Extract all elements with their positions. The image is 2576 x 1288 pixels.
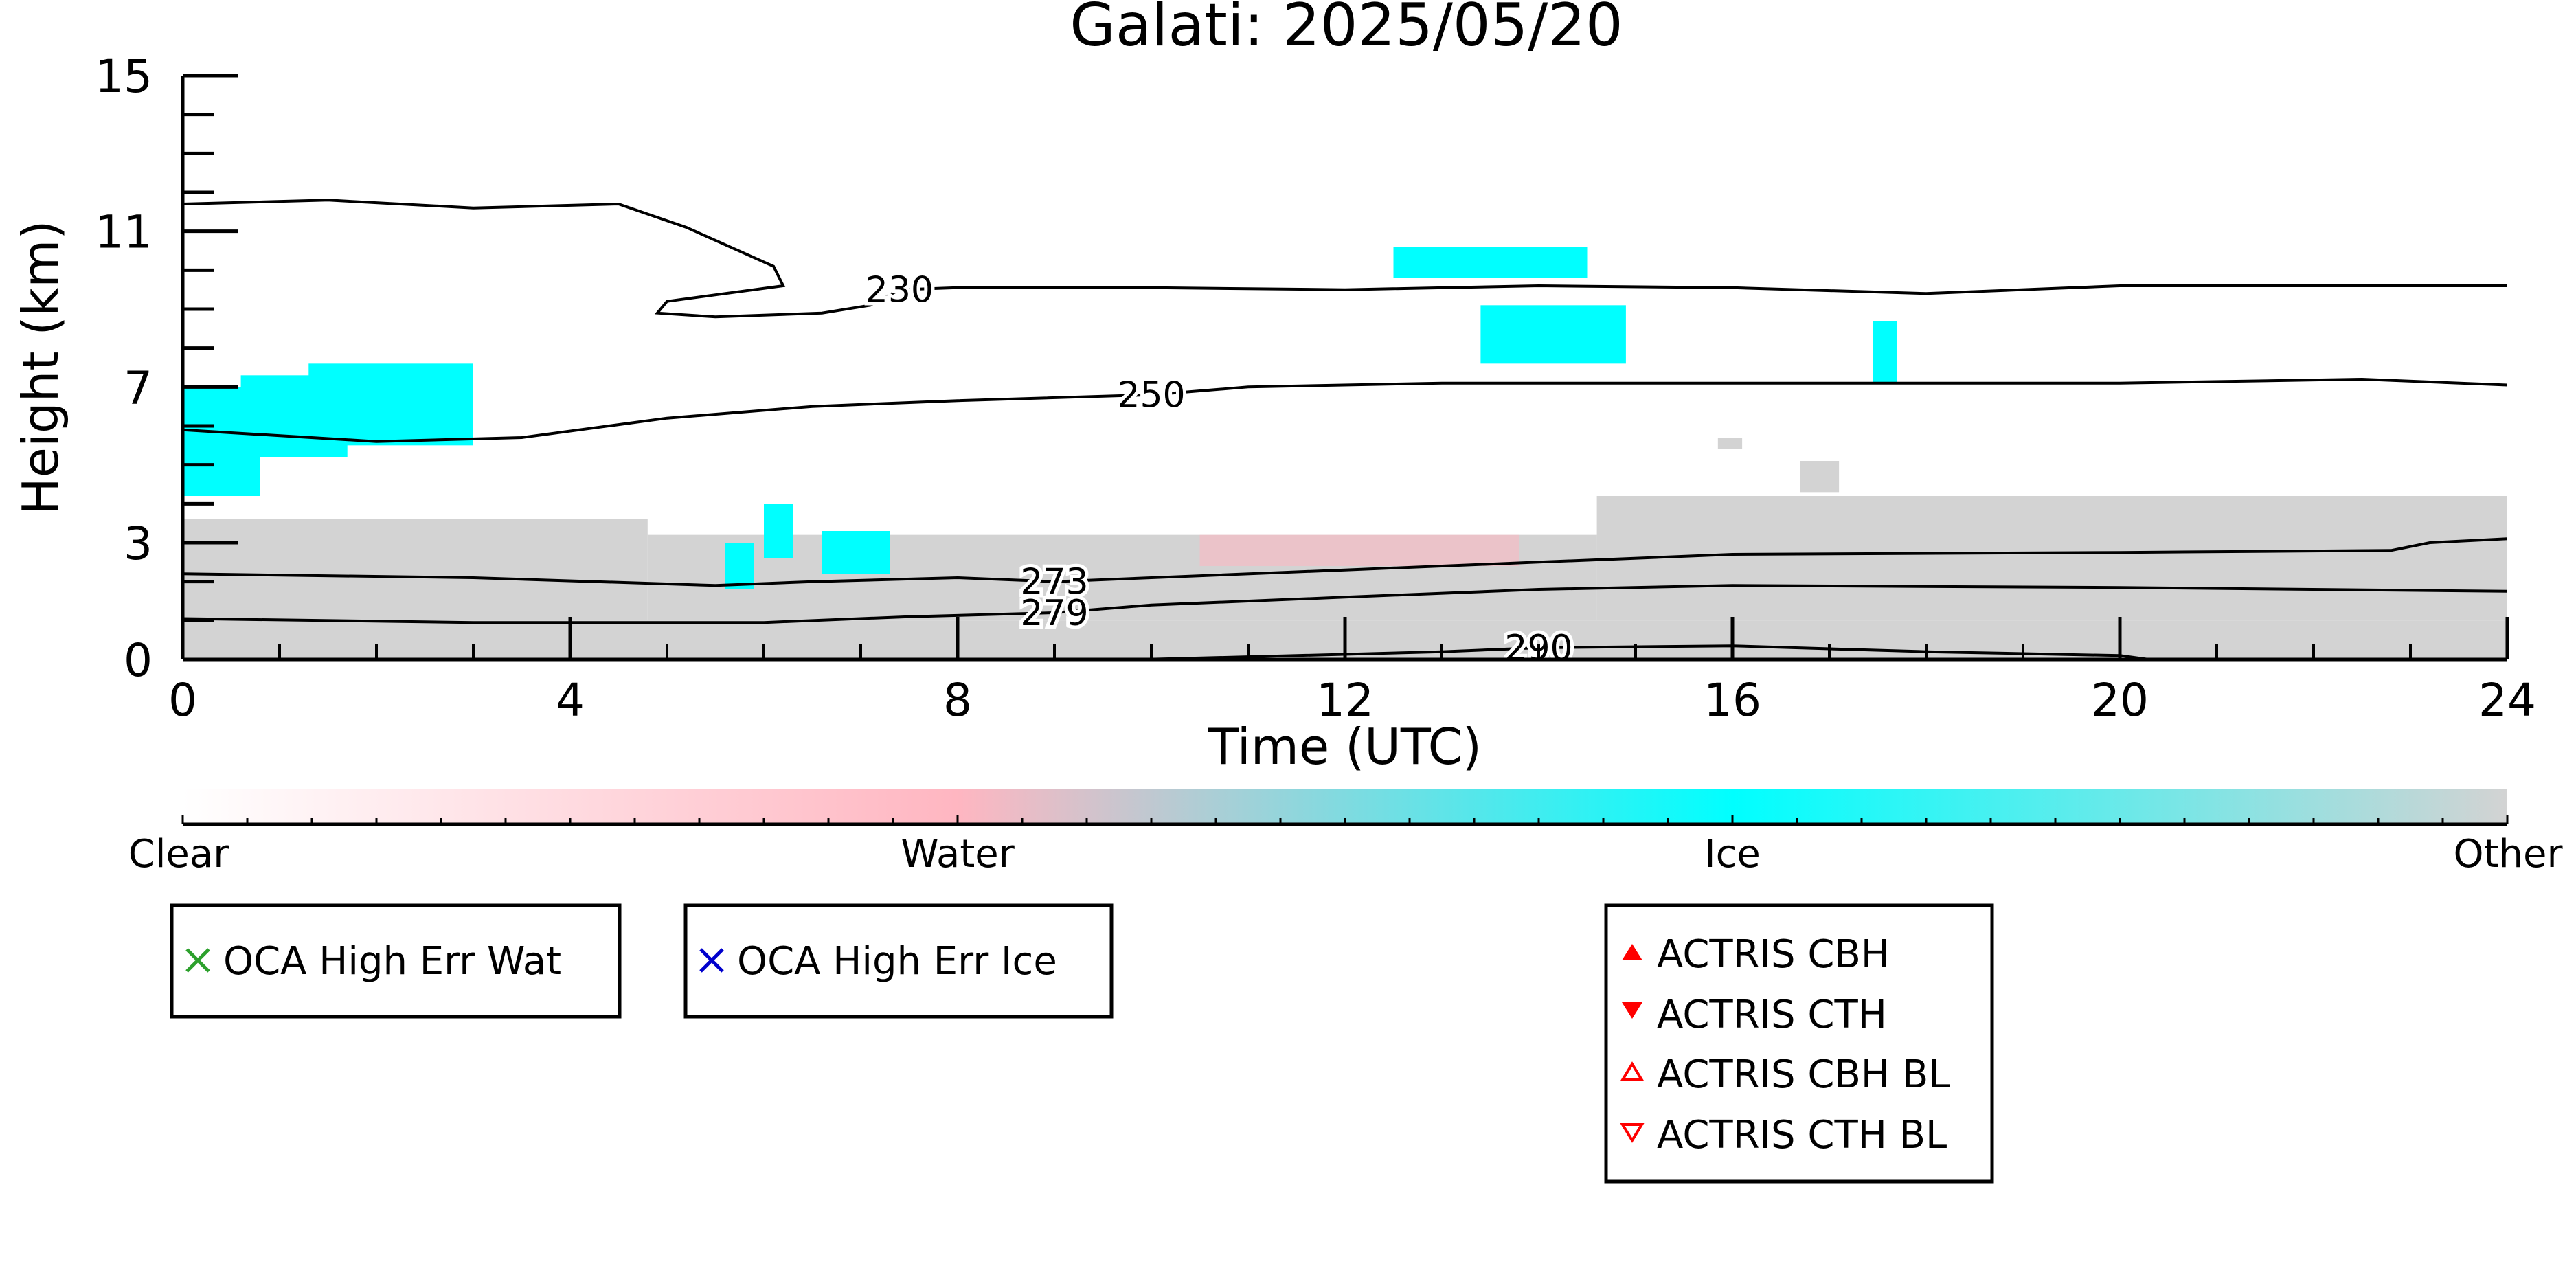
contour-line-279 <box>182 584 2507 624</box>
triangle-down-outline-icon <box>1620 1123 1645 1143</box>
x-tick-label: 4 <box>556 674 585 727</box>
legend-label: ACTRIS CTH <box>1657 993 1887 1037</box>
colorbar-label-other: Other <box>2453 832 2563 877</box>
contour-label-230: 230 <box>866 270 934 311</box>
colorbar-label-water: Water <box>901 832 1015 877</box>
region-other <box>183 519 648 621</box>
contour-label-279: 279 <box>1020 593 1088 634</box>
x-tick-label: 12 <box>1316 674 1374 727</box>
region-water <box>1199 534 1519 566</box>
region-other <box>1596 496 2507 621</box>
contour-line-230 <box>182 199 2507 319</box>
x-tick-label: 16 <box>1704 674 1761 727</box>
triangle-up-outline-icon <box>1620 1061 1645 1081</box>
x-marker-icon <box>699 948 724 973</box>
region-other <box>1717 438 1743 449</box>
legend-label: ACTRIS CBH <box>1657 932 1890 977</box>
colorbar: Clear Water Ice Other <box>128 789 2563 877</box>
y-tick-label: 7 <box>124 361 152 414</box>
triangle-down-icon <box>1622 1002 1642 1019</box>
contour-label-250: 250 <box>1117 375 1185 416</box>
region-ice <box>1480 305 1626 364</box>
legend-label: ACTRIS CBH BL <box>1657 1052 1950 1097</box>
colorbar-label-ice: Ice <box>1704 832 1761 877</box>
contour-line-273 <box>182 537 2507 587</box>
chart-title: Galati: 2025/05/20 <box>1070 0 1623 60</box>
legend-label: OCA High Err Ice <box>737 939 1057 984</box>
region-ice <box>308 363 473 446</box>
y-tick-label: 11 <box>95 206 152 259</box>
region-other <box>1800 461 1840 493</box>
contour-label-273: 273 <box>1020 562 1088 603</box>
legend-box <box>1604 903 1994 1184</box>
triangle-up-icon <box>1622 944 1642 960</box>
colorbar-label-clear: Clear <box>128 832 229 877</box>
x-tick-label: 20 <box>2091 674 2149 727</box>
contour-line-250 <box>182 377 2507 443</box>
x-axis-label: Time (UTC) <box>1208 718 1482 776</box>
legend-label: ACTRIS CTH BL <box>1657 1113 1947 1157</box>
y-ticks: 0 3 7 11 15 <box>95 50 238 687</box>
legend-oca-ice: OCA High Err Ice <box>683 903 1114 1019</box>
x-tick-label: 24 <box>2478 674 2536 727</box>
x-tick-label: 0 <box>168 674 197 727</box>
legend-box <box>170 903 622 1019</box>
colorbar-ticks <box>181 815 2509 824</box>
y-tick-label: 0 <box>124 634 152 687</box>
y-axis-label: Height (km) <box>12 221 69 515</box>
x-marker-icon <box>185 948 210 973</box>
region-ice <box>1873 321 1897 383</box>
y-tick-label: 15 <box>95 50 152 103</box>
legend-label: OCA High Err Wat <box>223 939 561 984</box>
y-tick-label: 3 <box>124 517 152 570</box>
region-ice <box>725 543 754 589</box>
region-ice <box>822 531 890 574</box>
legend-box <box>683 903 1114 1019</box>
x-tick-label: 8 <box>943 674 972 727</box>
legend-actris: ACTRIS CBH ACTRIS CTH ACTRIS CBH BL ACTR… <box>1604 903 1994 1184</box>
contour-label-290: 290 <box>1504 628 1572 669</box>
region-ice <box>1393 247 1588 278</box>
region-ice <box>764 504 793 558</box>
x-ticks: 0 4 8 12 16 20 24 <box>168 617 2536 727</box>
legend-oca-water: OCA High Err Wat <box>170 903 622 1019</box>
